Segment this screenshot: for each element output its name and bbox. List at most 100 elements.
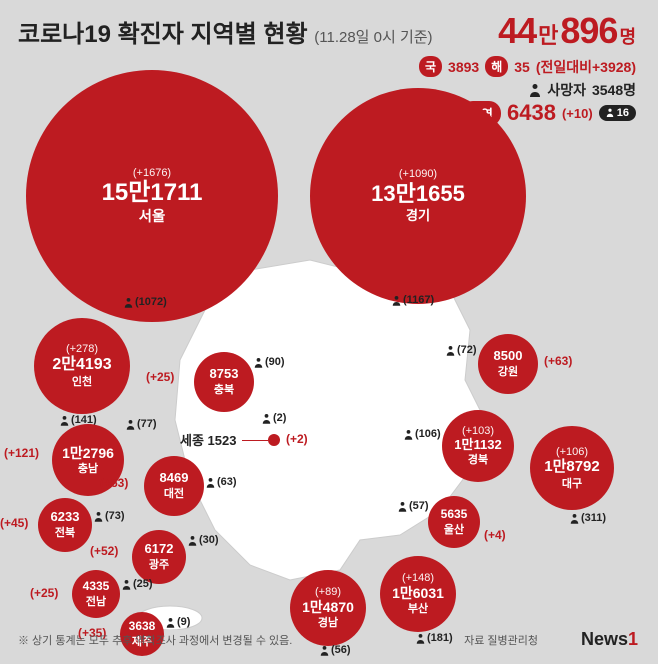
bubble-daejeon: 8469 대전 [144,456,204,516]
bubble-gangwon: 8500 강원 [478,334,538,394]
bubble-cases: 1만1132 [454,438,501,453]
bubble-cases: 1만4870 [302,599,354,615]
sejong-dot [268,434,280,446]
bubble-region: 서울 [139,209,165,226]
bubble-inc: (+103) [462,425,494,438]
side-inc-jeonnam: (+25) [30,586,58,600]
side-inc-chungbuk: (+25) [146,370,174,384]
bubble-cases: 15만1711 [102,179,203,207]
death-mark-chungbuk: (90) [254,356,285,368]
bubble-jeonnam: 4335 전남 [72,570,120,618]
logo-num: 1 [628,629,638,649]
deaths-label: 사망자 [547,80,586,100]
bubble-region: 경남 [318,617,338,630]
bubble-inc: (+278) [66,343,98,356]
overseas-badge: 해 [485,56,508,77]
page-title: 코로나19 확진자 지역별 현황 (11.28일 0시 기준) [18,14,433,49]
total-n1: 44 [498,10,536,52]
bubble-cases: 6233 [51,510,80,525]
bubble-ulsan: 5635 울산 [428,496,480,548]
bubble-inc: (+148) [402,572,434,585]
death-mark-gangwon: (72) [446,344,477,356]
side-inc-jeonbuk: (+45) [0,516,28,530]
person-icon [529,83,541,97]
bubble-cases: 5635 [441,508,468,522]
sejong-connector [242,440,268,441]
bubble-gyeonggi: (+1090)13만1655 경기 [310,88,526,304]
domestic-value: 3893 [448,59,479,75]
bubble-inc: (+106) [556,446,588,459]
bubble-region: 충북 [214,384,234,397]
bubble-cases: 8469 [160,471,189,486]
total-cases: 44 만 896 명 [498,10,636,52]
bubble-daegu: (+106)1만8792대구 [530,426,614,510]
bubble-cases: 8753 [210,367,239,382]
death-mark-jeju: (9) [166,616,190,628]
bubble-cases: 8500 [494,349,523,364]
bubble-busan: (+148)1만6031 부산 [380,556,456,632]
sejong-label: 세종 1523 [180,430,236,449]
logo-text: News [581,629,628,649]
total-u1: 만 [538,18,558,50]
title-sub: (11.28일 0시 기준) [314,29,432,46]
domestic-badge: 국 [419,56,442,77]
bubble-inc: (+89) [315,586,341,599]
side-inc-ulsan: (+4) [484,528,506,542]
bubble-region: 대전 [164,488,184,501]
bubble-region: 충남 [78,463,98,476]
death-mark-jeonnam: (25) [122,578,153,590]
death-mark-busan: (181) [416,632,453,644]
deaths-value: 3548명 [592,80,636,100]
total-u2: 명 [619,23,636,49]
bubble-region: 경기 [406,208,430,223]
quarantine-death-badge: 16 [599,105,636,121]
news1-logo: News1 [581,629,638,650]
bubble-region: 인천 [72,376,92,389]
death-mark-gwangju: (30) [188,534,219,546]
death-mark-seoul: (1072) [124,296,167,308]
sejong-death: (2) [262,412,286,424]
bubble-cases: 1만6031 [392,585,444,601]
side-inc-gwangju: (+52) [90,544,118,558]
source: 자료 질병관리청 [464,632,538,648]
death-mark-daegu: (311) [570,512,606,524]
death-mark-jeonbuk: (73) [94,510,125,522]
bubble-gyeongnam: (+89)1만4870 경남 [290,570,366,646]
bubble-gwangju: 6172 광주 [132,530,186,584]
bubble-cases: 1만8792 [544,458,600,475]
bubble-incheon: (+278)2만4193 인천 [34,318,130,414]
bubble-region: 경북 [468,454,488,467]
bubble-seoul: (+1676)15만1711서울 [26,70,278,322]
bubble-chungbuk: 8753 충북 [194,352,254,412]
death-mark-daejeon: (63) [206,476,237,488]
total-n2: 896 [560,10,617,52]
side-inc-chungnam: (+121) [4,446,39,460]
title-main: 코로나19 확진자 지역별 현황 [18,21,308,48]
bubble-region: 강원 [498,366,518,379]
quarantine-death: 16 [617,107,629,119]
bubble-gyeongbuk: (+103)1만1132경북 [442,410,514,482]
bubble-cases: 1만2796 [62,445,114,461]
death-mark-gyeongbuk: (106) [404,428,441,440]
bubble-region: 전북 [55,527,75,540]
sejong-inc: (+2) [286,432,308,446]
bubble-inc: (+1090) [399,168,437,181]
quarantine-inc: (+10) [562,106,593,121]
bubble-jeonbuk: 6233 전북 [38,498,92,552]
bubble-region: 울산 [444,524,464,537]
bubble-region: 전남 [86,596,106,609]
bubble-cases: 6172 [145,542,174,557]
bubble-region: 광주 [149,559,169,572]
footnote: ※ 상기 통계는 모두 추후 역학조사 과정에서 변경될 수 있음. [18,632,292,648]
side-inc-daejeon: (+53) [100,476,128,490]
bubble-cases: 13만1655 [371,181,465,206]
bubble-cases: 4335 [83,580,110,594]
death-mark-chungnam: (77) [126,418,157,430]
bubble-cases: 2만4193 [52,356,111,374]
death-mark-gyeonggi: (1167) [392,294,434,306]
vs-prev: (전일대비+3928) [536,57,636,77]
bubble-region: 부산 [408,603,428,616]
meta-row: 국 3893 해 35 (전일대비+3928) [419,56,636,77]
deaths-row: 사망자 3548명 [529,80,636,100]
death-mark-gyeongnam: (56) [320,644,351,656]
